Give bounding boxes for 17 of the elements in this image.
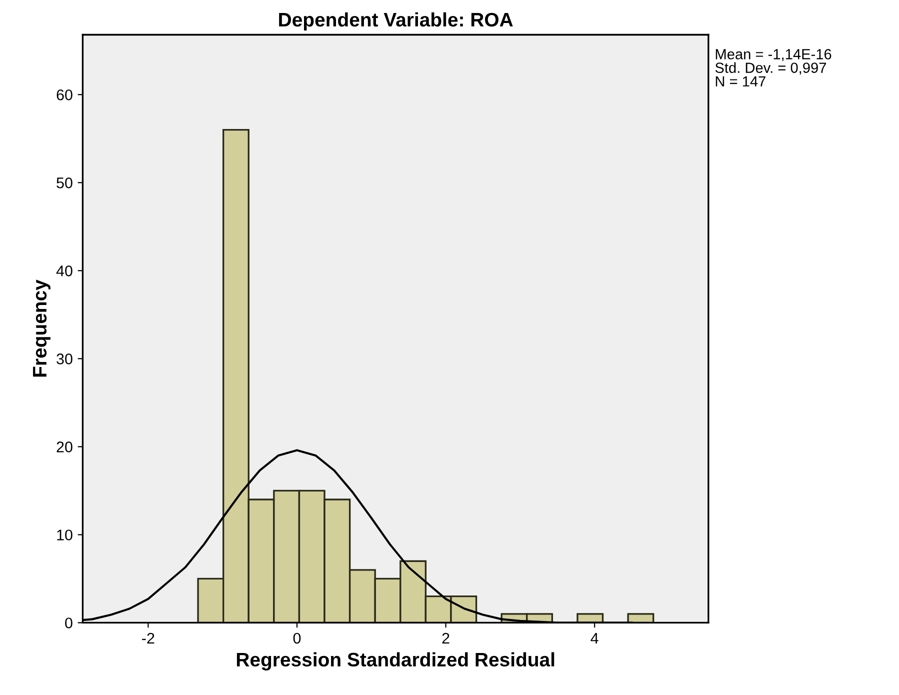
chart-title: Dependent Variable: ROA xyxy=(279,12,513,30)
x-tick-label: 2 xyxy=(442,632,450,644)
x-tick-label: -2 xyxy=(142,632,154,644)
y-tick-label: 10 xyxy=(57,530,72,540)
x-tick-label: 0 xyxy=(293,632,301,644)
text: Std. Dev. = 0,997 xyxy=(715,62,826,75)
text: Mean = -1,14E-16 xyxy=(716,49,832,62)
y-tick-label: 50 xyxy=(56,177,72,188)
text: N = 147 xyxy=(716,76,766,86)
y-axis-title: Frequency xyxy=(33,280,50,377)
y-tick-label: 40 xyxy=(56,266,72,276)
y-tick-label: 0 xyxy=(65,618,72,628)
x-axis-title: Regression Standardized Residual xyxy=(236,652,554,670)
y-tick-label: 60 xyxy=(56,89,72,100)
x-tick-label: 4 xyxy=(590,633,598,644)
y-tick-label: 30 xyxy=(56,354,72,364)
y-tick-label: 20 xyxy=(56,442,72,452)
